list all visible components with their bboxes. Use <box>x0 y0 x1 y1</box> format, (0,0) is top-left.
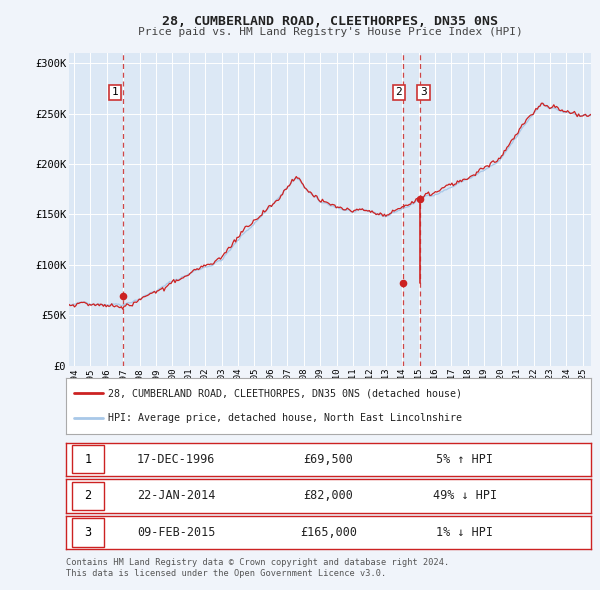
Bar <box>73 445 104 473</box>
Text: £82,000: £82,000 <box>304 489 353 503</box>
Text: 5% ↑ HPI: 5% ↑ HPI <box>437 453 493 466</box>
Text: HPI: Average price, detached house, North East Lincolnshire: HPI: Average price, detached house, Nort… <box>108 413 462 423</box>
Text: 1: 1 <box>85 453 92 466</box>
Text: 3: 3 <box>85 526 92 539</box>
Text: 1: 1 <box>112 87 118 97</box>
Bar <box>73 519 104 546</box>
Text: £69,500: £69,500 <box>304 453 353 466</box>
Text: £165,000: £165,000 <box>300 526 357 539</box>
Text: 2: 2 <box>85 489 92 503</box>
Text: 09-FEB-2015: 09-FEB-2015 <box>137 526 215 539</box>
Bar <box>73 482 104 510</box>
Text: 22-JAN-2014: 22-JAN-2014 <box>137 489 215 503</box>
Text: 17-DEC-1996: 17-DEC-1996 <box>137 453 215 466</box>
Text: 49% ↓ HPI: 49% ↓ HPI <box>433 489 497 503</box>
Text: Price paid vs. HM Land Registry's House Price Index (HPI): Price paid vs. HM Land Registry's House … <box>137 27 523 37</box>
Text: 28, CUMBERLAND ROAD, CLEETHORPES, DN35 0NS (detached house): 28, CUMBERLAND ROAD, CLEETHORPES, DN35 0… <box>108 388 462 398</box>
Text: 1% ↓ HPI: 1% ↓ HPI <box>437 526 493 539</box>
Text: 3: 3 <box>420 87 427 97</box>
Text: 28, CUMBERLAND ROAD, CLEETHORPES, DN35 0NS: 28, CUMBERLAND ROAD, CLEETHORPES, DN35 0… <box>162 15 498 28</box>
Text: Contains HM Land Registry data © Crown copyright and database right 2024.
This d: Contains HM Land Registry data © Crown c… <box>66 558 449 578</box>
Text: 2: 2 <box>395 87 403 97</box>
